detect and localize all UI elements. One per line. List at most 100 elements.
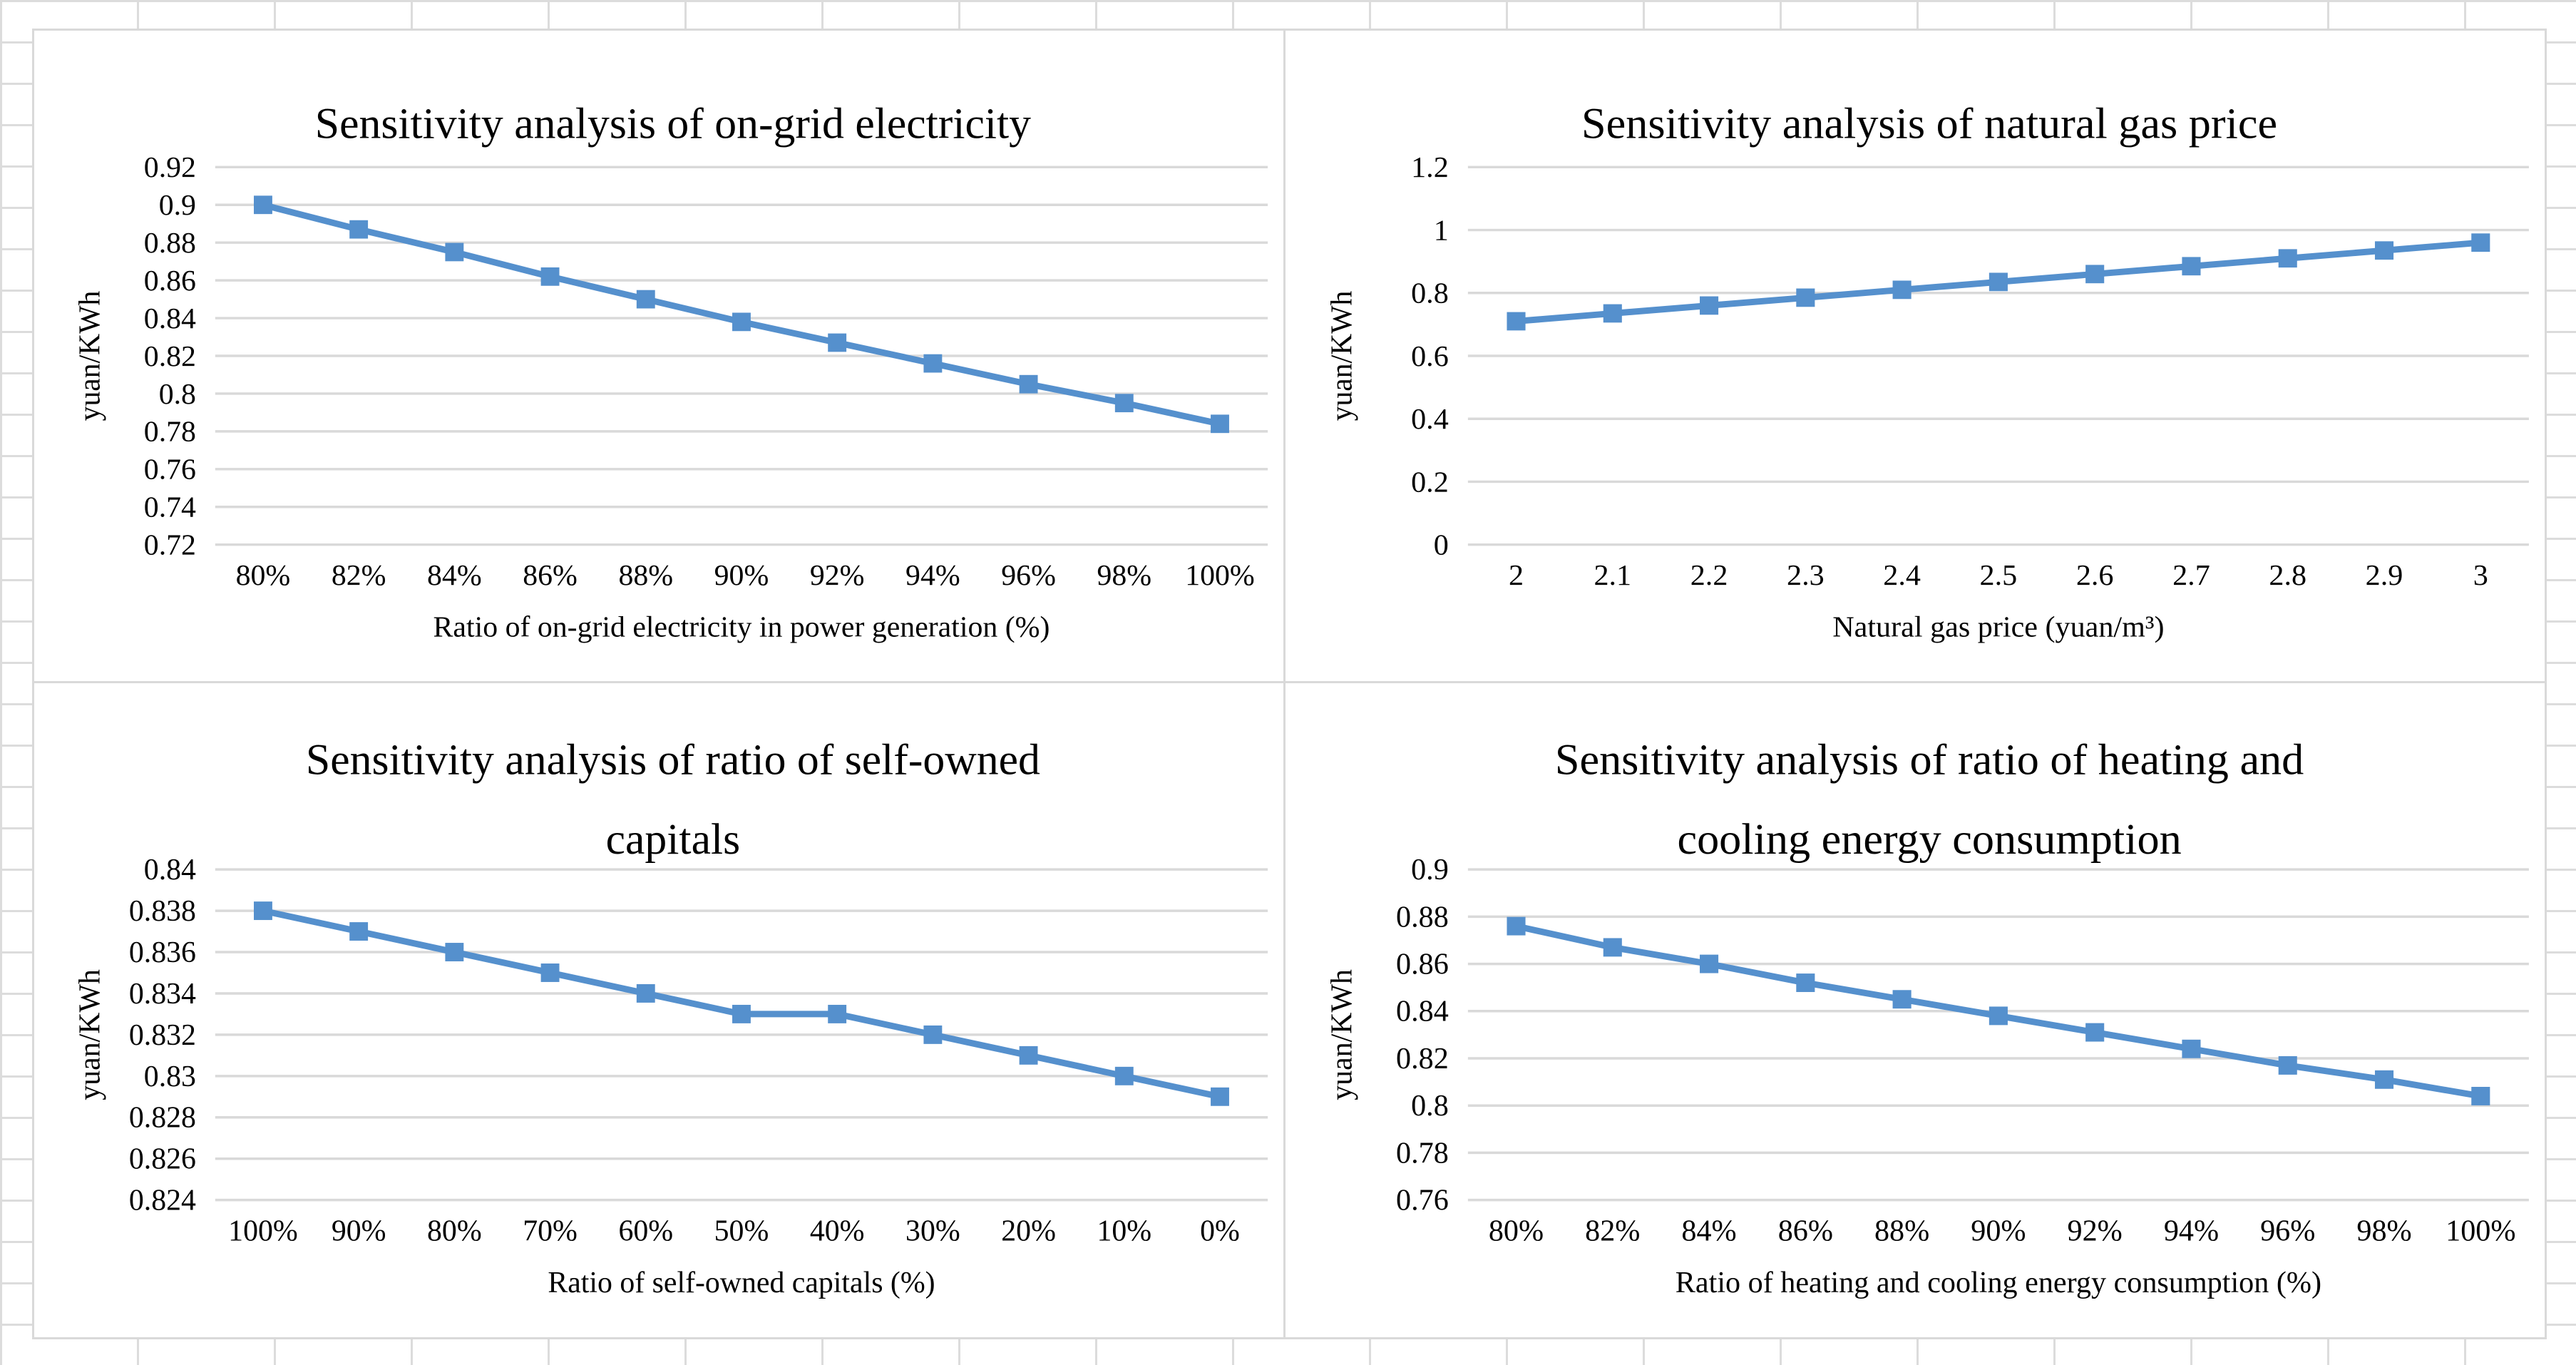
x-tick-label: 96% — [2260, 1215, 2315, 1248]
data-point-marker — [2182, 257, 2201, 276]
data-point-marker — [1796, 288, 1815, 307]
x-tick-label: 60% — [618, 1215, 673, 1247]
x-tick-label: 80% — [1489, 1215, 1544, 1248]
chart-title: Sensitivity analysis of ratio of heating… — [1555, 736, 2304, 784]
data-point-marker — [636, 290, 655, 309]
x-tick-label: 98% — [2356, 1215, 2411, 1248]
x-tick-label: 2.6 — [2076, 559, 2114, 592]
data-point-marker — [540, 963, 560, 982]
self-owned-capitals-chart: Sensitivity analysis of ratio of self-ow… — [74, 736, 1268, 1299]
x-tick-label: 90% — [714, 559, 769, 592]
x-tick-label: 100% — [1185, 559, 1255, 592]
x-tick-label: 96% — [1001, 559, 1056, 592]
y-tick-label: 0.82 — [1396, 1043, 1449, 1075]
x-tick-label: 98% — [1097, 559, 1151, 592]
heating-cooling-consumption-chart: Sensitivity analysis of ratio of heating… — [1325, 736, 2529, 1299]
y-tick-label: 0.826 — [129, 1143, 196, 1176]
data-point-marker — [2374, 1070, 2394, 1089]
x-tick-label: 2 — [1509, 559, 1524, 592]
data-point-marker — [2278, 1055, 2297, 1075]
chart-panel-self-owned-capitals: Sensitivity analysis of ratio of self-ow… — [32, 681, 1286, 1339]
y-tick-label: 0.828 — [129, 1102, 196, 1135]
y-tick-label: 0.8 — [1411, 1090, 1449, 1123]
y-tick-label: 0.9 — [1411, 854, 1449, 886]
y-tick-label: 0.88 — [1396, 901, 1449, 934]
x-tick-label: 88% — [618, 559, 673, 592]
data-point-marker — [349, 922, 369, 941]
data-point-marker — [254, 195, 272, 215]
y-tick-label: 1 — [1434, 215, 1449, 247]
data-point-marker — [732, 1004, 751, 1023]
y-tick-label: 0.78 — [1396, 1137, 1449, 1170]
data-point-marker — [2471, 1087, 2490, 1105]
y-tick-label: 0.84 — [144, 302, 196, 335]
y-axis-title: yuan/KWh — [1325, 291, 1358, 421]
data-point-marker — [828, 1004, 847, 1023]
x-tick-label: 92% — [810, 559, 865, 592]
data-point-marker — [828, 333, 847, 352]
y-tick-label: 0.836 — [129, 936, 196, 969]
x-axis-title: Ratio of self-owned capitals (%) — [548, 1267, 935, 1299]
y-tick-label: 0.83 — [144, 1060, 196, 1093]
y-tick-label: 0.76 — [1396, 1185, 1449, 1217]
y-tick-label: 0.78 — [144, 416, 196, 449]
x-tick-label: 0% — [1200, 1215, 1240, 1247]
data-point-marker — [2471, 233, 2490, 252]
x-tick-label: 70% — [523, 1215, 578, 1247]
y-tick-label: 0.8 — [1411, 277, 1449, 310]
data-point-marker — [254, 901, 272, 921]
x-tick-label: 86% — [1778, 1215, 1833, 1248]
x-tick-label: 10% — [1097, 1215, 1151, 1247]
on-grid-electricity-chart: Sensitivity analysis of on-grid electric… — [74, 100, 1268, 644]
data-point-marker — [2182, 1039, 2201, 1058]
data-point-marker — [2085, 265, 2105, 284]
data-point-marker — [2374, 241, 2394, 260]
x-tick-label: 100% — [2446, 1215, 2515, 1248]
x-tick-label: 94% — [905, 559, 960, 592]
x-axis-title: Natural gas price (yuan/m³) — [1832, 611, 2164, 644]
y-tick-label: 0.82 — [144, 340, 196, 373]
x-tick-label: 82% — [332, 559, 386, 592]
data-point-marker — [923, 1025, 943, 1044]
x-tick-label: 30% — [905, 1215, 960, 1247]
x-tick-label: 100% — [228, 1215, 298, 1247]
y-tick-label: 0.9 — [159, 189, 196, 222]
data-point-marker — [2278, 249, 2297, 268]
y-tick-label: 0.84 — [1396, 996, 1449, 1028]
x-tick-label: 80% — [236, 559, 291, 592]
data-point-marker — [540, 267, 560, 286]
x-tick-label: 2.3 — [1787, 559, 1825, 592]
y-tick-label: 0.824 — [129, 1185, 196, 1217]
x-tick-label: 84% — [1681, 1215, 1736, 1248]
x-tick-label: 2.8 — [2269, 559, 2306, 592]
y-axis-title: yuan/KWh — [1325, 969, 1358, 1100]
chart-title: Sensitivity analysis of on-grid electric… — [315, 100, 1031, 148]
data-point-marker — [1211, 414, 1229, 434]
x-tick-label: 2.4 — [1883, 559, 1921, 592]
y-axis-title: yuan/KWh — [74, 291, 107, 421]
data-point-marker — [1507, 916, 1526, 936]
x-tick-label: 2.7 — [2172, 559, 2210, 592]
x-tick-label: 2.2 — [1690, 559, 1728, 592]
data-point-marker — [1989, 272, 2008, 292]
data-point-marker — [1019, 1046, 1038, 1065]
y-tick-label: 0.86 — [144, 265, 196, 297]
x-tick-label: 90% — [332, 1215, 386, 1247]
y-tick-label: 0.84 — [144, 854, 196, 886]
y-axis-title: yuan/KWh — [74, 969, 107, 1100]
y-tick-label: 0.2 — [1411, 466, 1449, 499]
data-point-marker — [1114, 394, 1134, 413]
data-point-marker — [1019, 374, 1038, 394]
data-point-marker — [1603, 304, 1622, 323]
y-tick-label: 0.834 — [129, 978, 196, 1011]
y-tick-label: 0.88 — [144, 227, 196, 260]
y-tick-label: 1.2 — [1411, 151, 1449, 184]
chart-title: Sensitivity analysis of natural gas pric… — [1581, 100, 2277, 148]
y-tick-label: 0 — [1434, 529, 1449, 562]
data-point-marker — [1892, 990, 1912, 1009]
x-tick-label: 80% — [427, 1215, 482, 1247]
data-point-marker — [2085, 1023, 2105, 1042]
x-tick-label: 40% — [810, 1215, 865, 1247]
y-tick-label: 0.92 — [144, 151, 196, 184]
data-point-marker — [1507, 312, 1526, 331]
